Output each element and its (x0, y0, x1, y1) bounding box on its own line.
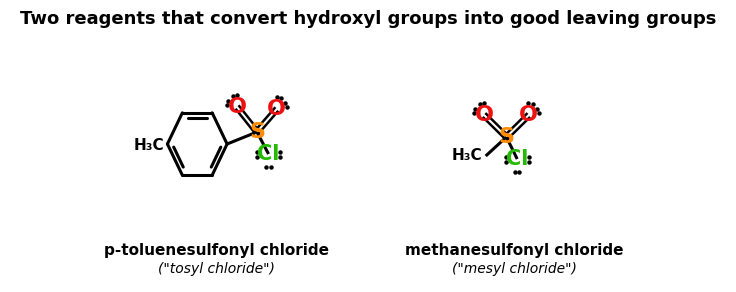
Text: Cl: Cl (506, 149, 528, 169)
Text: S: S (249, 122, 265, 142)
Text: Two reagents that convert hydroxyl groups into good leaving groups: Two reagents that convert hydroxyl group… (20, 10, 716, 28)
Text: ("tosyl chloride"): ("tosyl chloride") (158, 262, 275, 276)
Text: ("mesyl chloride"): ("mesyl chloride") (452, 262, 577, 276)
Text: O: O (475, 105, 494, 125)
Text: S: S (498, 127, 514, 147)
Text: p-toluenesulfonyl chloride: p-toluenesulfonyl chloride (104, 242, 329, 258)
Text: O: O (227, 97, 247, 117)
Text: H₃C: H₃C (133, 138, 164, 154)
Text: methanesulfonyl chloride: methanesulfonyl chloride (406, 242, 624, 258)
Text: O: O (267, 99, 286, 119)
Text: O: O (520, 105, 538, 125)
Text: H₃C: H₃C (452, 149, 482, 164)
Text: Cl: Cl (258, 144, 280, 164)
